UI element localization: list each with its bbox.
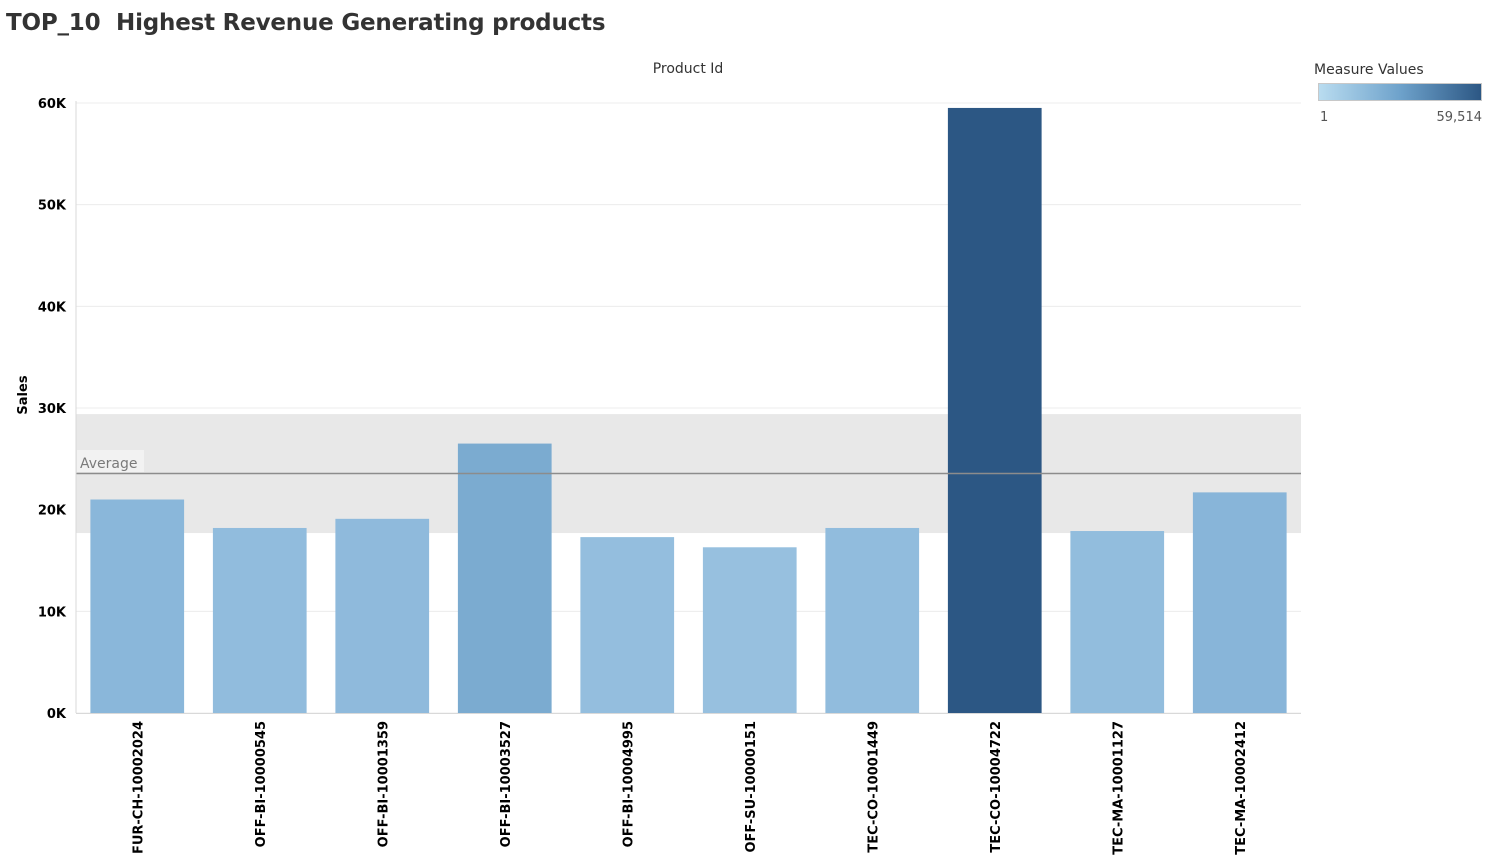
bar[interactable] [702,547,797,713]
bar[interactable] [212,527,307,713]
y-tick-label: 50K [38,199,67,214]
y-tick-label: 60K [38,97,67,112]
x-tick-label: OFF-BI-10004995 [621,721,636,847]
y-tick-label: 20K [38,504,67,519]
x-tick-label: TEC-CO-10001449 [866,721,881,853]
y-tick-label: 30K [38,402,67,417]
bar[interactable] [825,527,920,713]
x-tick-label: OFF-BI-10003527 [499,721,514,847]
x-axis-title: Product Id [653,61,724,77]
reference-line-group: Average [76,450,1301,475]
legend-max-label: 59,514 [1436,110,1483,125]
axes: 0K 10K 20K 30K 40K 50K 60K FUR-CH-10002024 OFF-B… [38,97,1301,855]
y-axis-title: Sales [16,375,31,414]
x-tick-label: TEC-MA-10001127 [1111,721,1126,855]
bar[interactable] [1070,531,1165,713]
average-label: Average [80,456,138,472]
x-tick-label: TEC-CO-10004722 [989,721,1004,853]
chart-title: TOP_10 Highest Revenue Generating produc… [6,10,606,36]
legend-title: Measure Values [1314,62,1424,78]
legend-color-ramp [1318,83,1482,101]
x-tick-label: OFF-SU-10000151 [744,721,759,853]
y-tick-label: 10K [38,605,67,620]
average-label-bg [77,450,144,472]
x-tick-label: TEC-MA-10002412 [1234,721,1249,855]
bar[interactable] [457,443,552,713]
y-tick-label: 0K [47,707,67,722]
bar[interactable] [580,537,675,713]
bar[interactable] [335,518,430,713]
y-tick-label: 40K [38,300,67,315]
bar[interactable] [947,107,1042,714]
x-tick-label: OFF-BI-10001359 [376,721,391,847]
x-tick-label: OFF-BI-10000545 [254,721,269,847]
bars [90,107,1287,714]
legend-min-label: 1 [1320,110,1329,125]
bar[interactable] [90,499,185,714]
x-tick-label: FUR-CH-10002024 [131,721,146,854]
bar[interactable] [1192,492,1287,713]
